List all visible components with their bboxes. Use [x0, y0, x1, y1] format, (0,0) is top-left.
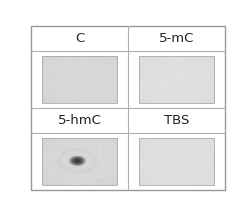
Bar: [42, 138, 117, 185]
Text: 5-hmC: 5-hmC: [58, 114, 102, 127]
Bar: [42, 56, 117, 103]
Bar: [139, 138, 214, 185]
Text: TBS: TBS: [164, 114, 189, 127]
Text: C: C: [75, 32, 84, 45]
Bar: [139, 56, 214, 103]
Text: 5-mC: 5-mC: [159, 32, 194, 45]
